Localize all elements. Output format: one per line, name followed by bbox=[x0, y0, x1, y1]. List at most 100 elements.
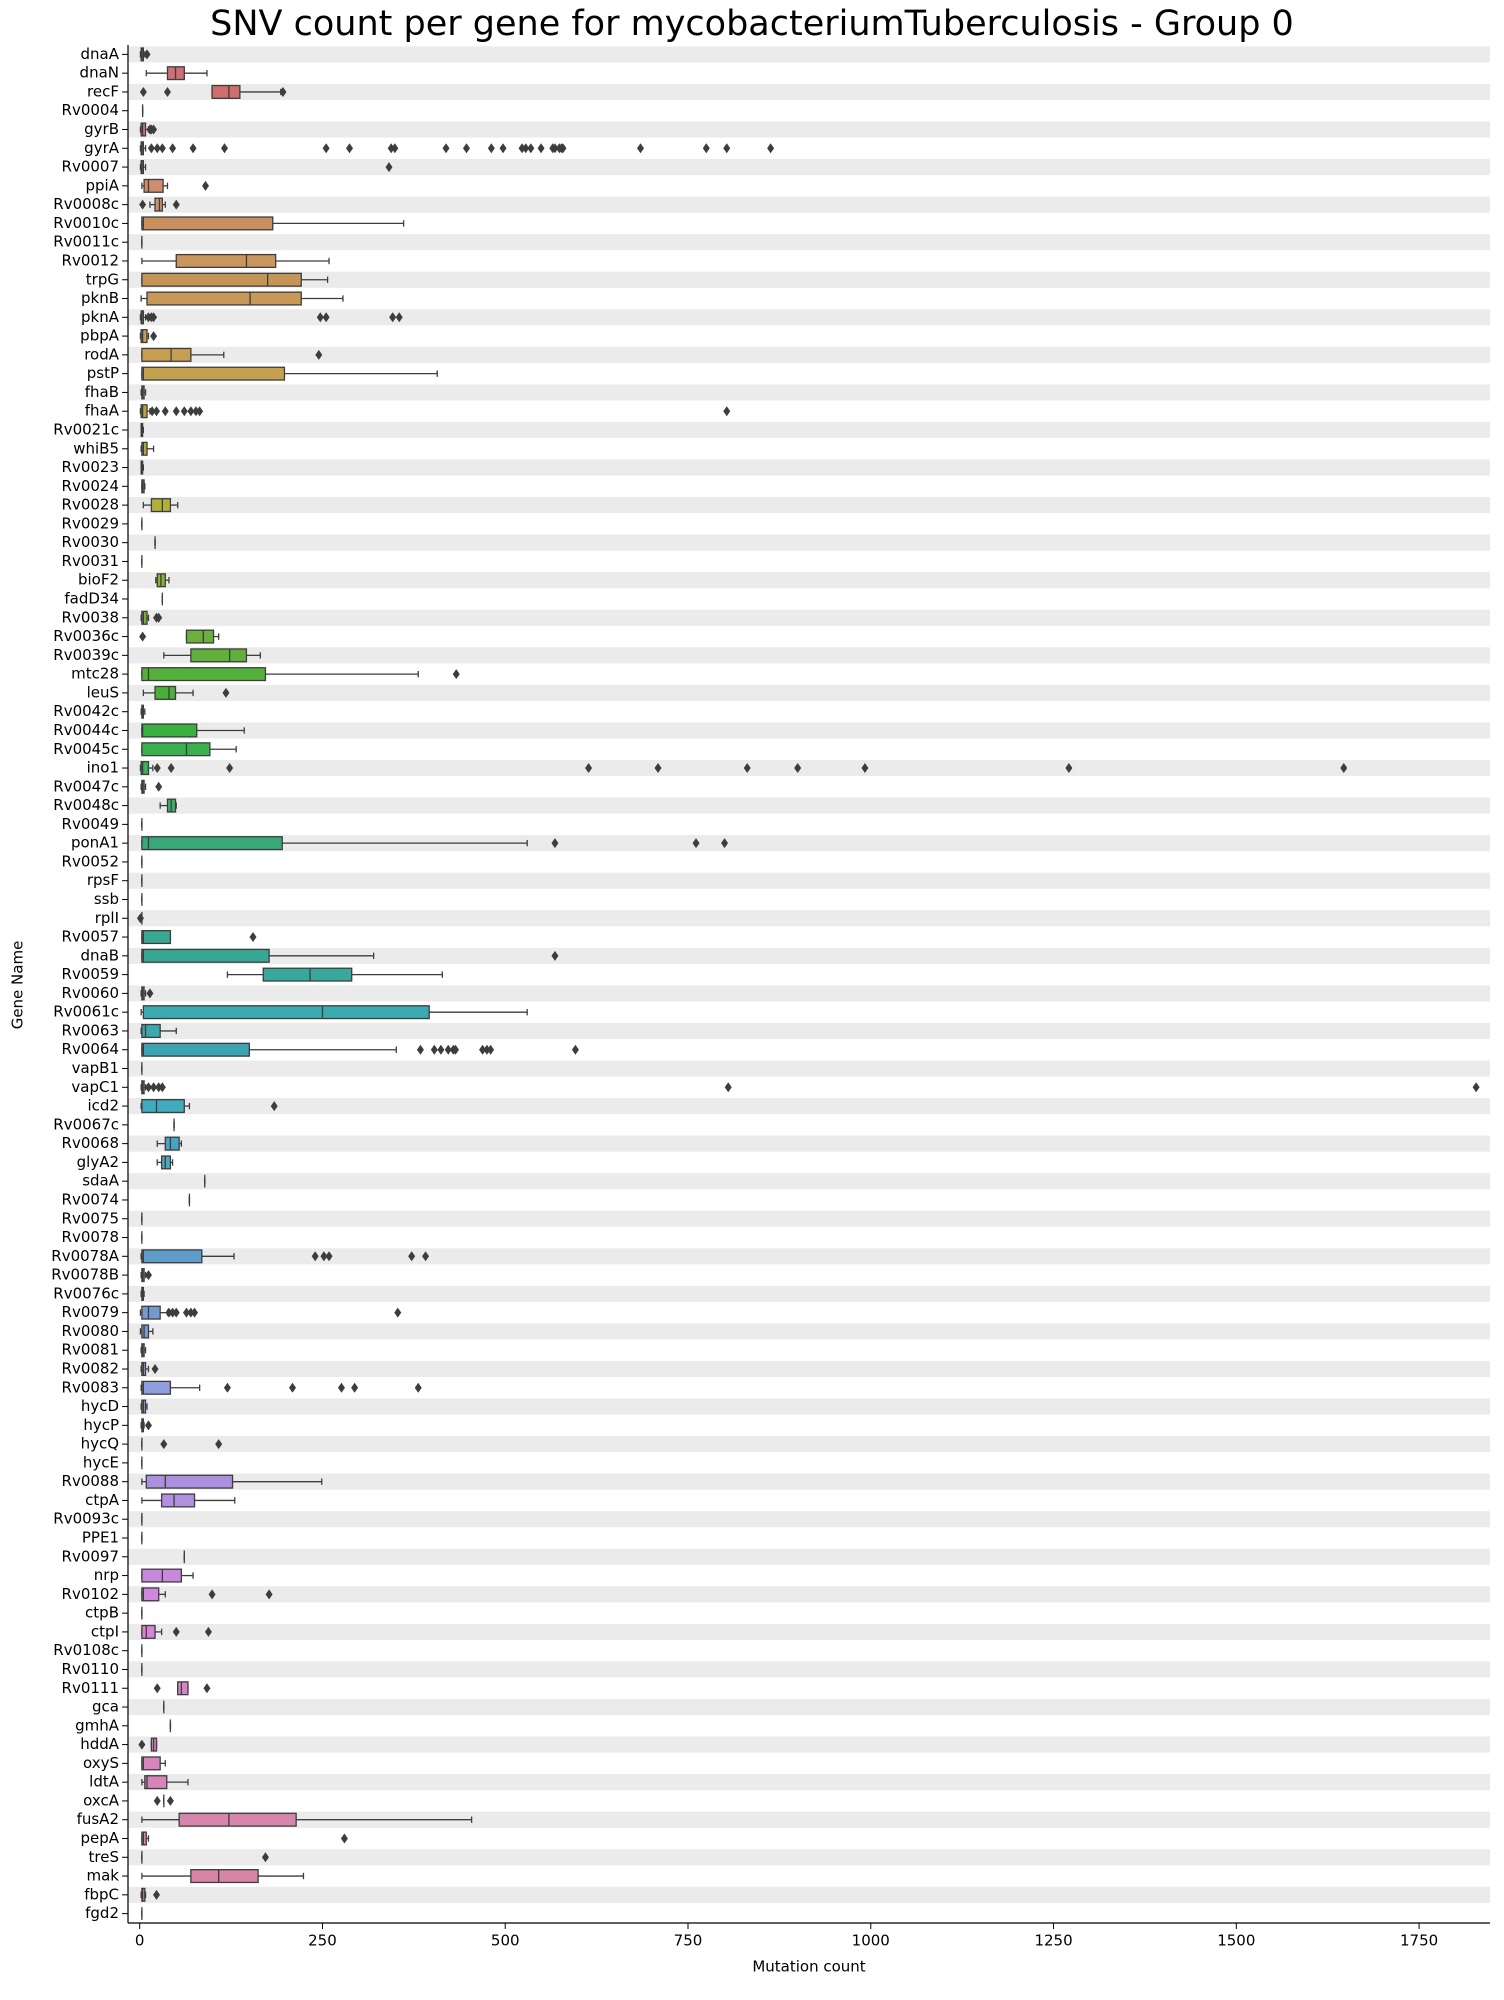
y-tick-label: Rv0063 bbox=[62, 1021, 119, 1039]
box bbox=[141, 1624, 156, 1639]
y-tick-label: Rv0004 bbox=[62, 101, 119, 119]
box bbox=[144, 1775, 168, 1790]
box bbox=[141, 930, 172, 945]
row-stripe bbox=[128, 947, 1490, 964]
y-tick-label: gyrA bbox=[84, 139, 120, 157]
y-tick-label: gmhA bbox=[75, 1716, 120, 1734]
y-tick-label: mak bbox=[87, 1867, 120, 1885]
y-tick-label: fgd2 bbox=[85, 1904, 119, 1922]
outlier bbox=[189, 143, 197, 154]
outlier bbox=[408, 1251, 416, 1262]
y-tick-label: Rv0049 bbox=[62, 815, 119, 833]
row-stripe bbox=[128, 46, 1490, 63]
y-tick-label: Rv0039c bbox=[53, 646, 119, 664]
y-tick-label: Rv0093c bbox=[53, 1510, 119, 1528]
outlier bbox=[153, 1795, 161, 1806]
y-tick-label: glyA2 bbox=[77, 1153, 119, 1171]
outlier bbox=[172, 199, 180, 210]
outlier bbox=[144, 1082, 152, 1093]
row-stripe bbox=[128, 1248, 1490, 1265]
outlier bbox=[385, 162, 393, 173]
y-tick-label: Rv0010c bbox=[53, 214, 119, 232]
outlier bbox=[414, 1382, 422, 1393]
outlier bbox=[155, 1082, 163, 1093]
y-tick-label: Rv0110 bbox=[62, 1660, 119, 1678]
row-stripe bbox=[128, 835, 1490, 852]
outlier bbox=[222, 687, 230, 698]
y-tick-label: hddA bbox=[80, 1735, 120, 1753]
box bbox=[141, 1568, 183, 1583]
x-tick-label: 1000 bbox=[852, 1932, 890, 1950]
outlier bbox=[139, 199, 147, 210]
y-tick-label: pepA bbox=[80, 1829, 119, 1847]
y-tick-label: Rv0067c bbox=[53, 1115, 119, 1133]
outlier bbox=[161, 406, 169, 417]
y-tick-label: Rv0059 bbox=[62, 965, 119, 983]
box bbox=[211, 84, 241, 99]
row-stripe bbox=[128, 722, 1490, 739]
outlier bbox=[270, 1101, 278, 1112]
y-tick-label: treS bbox=[89, 1848, 119, 1866]
y-tick-label: Rv0011c bbox=[53, 233, 119, 251]
outlier bbox=[721, 838, 729, 849]
outlier bbox=[346, 143, 354, 154]
outlier bbox=[322, 143, 330, 154]
x-tick-label: 1250 bbox=[1034, 1932, 1072, 1950]
row-stripe bbox=[128, 309, 1490, 326]
row-stripe bbox=[128, 1210, 1490, 1227]
outlier bbox=[169, 143, 177, 154]
x-tick-label: 0 bbox=[135, 1932, 145, 1950]
outlier bbox=[571, 1044, 579, 1055]
outlier bbox=[389, 312, 397, 323]
row-stripe bbox=[128, 759, 1490, 777]
row-stripe bbox=[128, 1886, 1490, 1903]
y-tick-label: recF bbox=[87, 82, 119, 100]
y-tick-label: Rv0068 bbox=[62, 1134, 119, 1152]
row-stripe bbox=[128, 572, 1490, 589]
y-tick-label: Rv0078B bbox=[51, 1266, 119, 1284]
box bbox=[140, 404, 148, 419]
row-stripe bbox=[128, 609, 1490, 626]
row-stripe bbox=[128, 459, 1490, 476]
y-tick-label: Rv0078A bbox=[51, 1247, 119, 1265]
outlier bbox=[437, 1044, 445, 1055]
outlier bbox=[143, 49, 151, 60]
row-stripe bbox=[128, 421, 1490, 439]
y-tick-label: Rv0064 bbox=[62, 1040, 119, 1058]
row-stripe bbox=[128, 1060, 1490, 1077]
box bbox=[141, 1380, 172, 1395]
box bbox=[141, 610, 148, 625]
y-tick-label: Rv0081 bbox=[62, 1341, 119, 1359]
box bbox=[164, 1136, 180, 1151]
box bbox=[141, 836, 283, 851]
outlier bbox=[172, 1626, 180, 1637]
outlier bbox=[551, 143, 559, 154]
x-tick-label: 250 bbox=[308, 1932, 337, 1950]
outlier bbox=[191, 1307, 199, 1318]
outlier bbox=[559, 143, 567, 154]
y-tick-label: pknA bbox=[81, 308, 120, 326]
y-tick-label: Rv0074 bbox=[62, 1190, 119, 1208]
y-tick-label: ino1 bbox=[87, 759, 119, 777]
y-tick-label: pknB bbox=[81, 289, 119, 307]
box bbox=[154, 685, 177, 700]
y-tick-label: ponA1 bbox=[71, 834, 119, 852]
y-tick-label: oxyS bbox=[83, 1754, 119, 1772]
outlier bbox=[158, 143, 166, 154]
row-stripe bbox=[128, 234, 1490, 251]
outlier bbox=[767, 143, 775, 154]
box bbox=[185, 629, 215, 644]
outlier bbox=[150, 124, 158, 135]
outlier bbox=[150, 1082, 158, 1093]
y-tick-label: Rv0024 bbox=[62, 477, 119, 495]
y-tick-label: oxcA bbox=[83, 1791, 120, 1809]
y-tick-label: Rv0031 bbox=[62, 552, 119, 570]
y-tick-label: rplI bbox=[95, 909, 119, 927]
box bbox=[141, 1249, 203, 1264]
box bbox=[154, 197, 164, 212]
outlier bbox=[138, 1739, 146, 1750]
box bbox=[141, 216, 274, 231]
outlier bbox=[394, 1307, 402, 1318]
row-stripe bbox=[128, 83, 1490, 101]
y-tick-label: gca bbox=[92, 1698, 119, 1716]
